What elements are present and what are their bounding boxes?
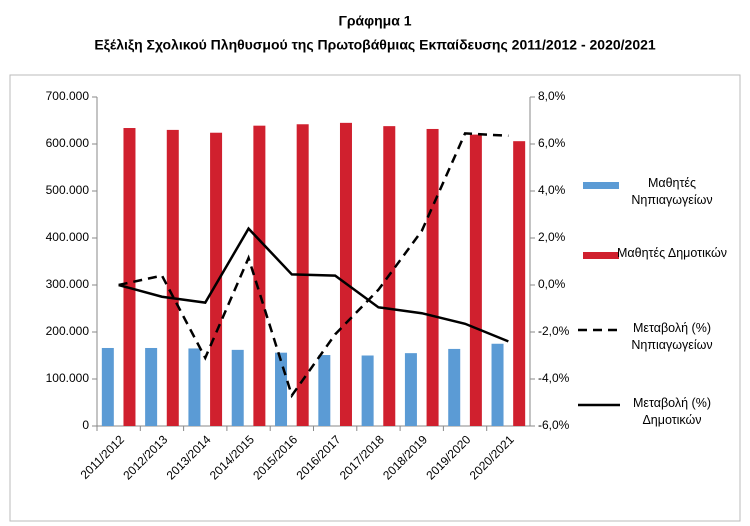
bar (318, 355, 331, 426)
y2-tick-label: 6,0% (538, 136, 566, 150)
y2-tick-label: -6,0% (538, 418, 570, 432)
y-tick-label: 200.000 (46, 324, 90, 338)
x-tick-label: 2020/2021 (467, 432, 517, 482)
bar (210, 132, 223, 426)
y2-tick-label: -2,0% (538, 324, 570, 338)
chart-frame (9, 74, 741, 522)
y-tick-label: 700.000 (46, 89, 90, 103)
chart-subtitle: Εξέλιξη Σχολικού Πληθυσμού της Πρωτοβάθμ… (94, 37, 656, 53)
x-tick-label: 2016/2017 (293, 432, 343, 482)
y-tick-label: 300.000 (46, 277, 90, 291)
bar (166, 129, 179, 426)
y2-tick-label: 4,0% (538, 183, 566, 197)
bar (469, 134, 482, 426)
legend-label: Μαθητές Δημοτικών (617, 246, 727, 260)
bar (361, 355, 374, 426)
bar (253, 125, 266, 427)
y-tick-label: 400.000 (46, 230, 90, 244)
y2-tick-label: 2,0% (538, 230, 566, 244)
y-tick-label: 500.000 (46, 183, 90, 197)
y-tick-label: 100.000 (46, 371, 90, 385)
x-tick-label: 2019/2020 (423, 432, 473, 482)
x-tick-label: 2011/2012 (78, 432, 128, 482)
bar (145, 347, 158, 426)
x-tick-label: 2017/2018 (337, 432, 387, 482)
x-tick-label: 2015/2016 (250, 432, 300, 482)
y2-tick-label: 8,0% (538, 89, 566, 103)
y-tick-label: 600.000 (46, 136, 90, 150)
bar (188, 348, 201, 426)
legend-label: Μεταβολή (%) Νηπιαγωγείων (631, 321, 713, 352)
chart-title: Γράφημα 1 (338, 13, 411, 29)
bar (448, 348, 461, 426)
bar (491, 343, 504, 426)
bar (123, 128, 136, 426)
bar (231, 349, 244, 426)
x-tick-label: 2012/2013 (120, 432, 170, 482)
x-tick-label: 2018/2019 (380, 432, 430, 482)
bar (275, 352, 288, 426)
legend-label: Μαθητές Νηπιαγωγείων (631, 176, 713, 207)
bar (339, 122, 352, 426)
bar (404, 353, 417, 426)
y-tick-label: 0 (82, 418, 89, 432)
legend-swatch (583, 182, 619, 189)
legend-label: Μεταβολή (%) Δημοτικών (633, 396, 711, 427)
line (118, 226, 509, 343)
y2-tick-label: 0,0% (538, 277, 566, 291)
bar (513, 141, 526, 426)
x-tick-label: 2014/2015 (207, 432, 257, 482)
x-tick-label: 2013/2014 (164, 432, 214, 482)
legend-swatch (583, 252, 619, 259)
line (118, 132, 509, 399)
bar (101, 347, 114, 426)
y2-tick-label: -4,0% (538, 371, 570, 385)
bar (426, 128, 439, 426)
